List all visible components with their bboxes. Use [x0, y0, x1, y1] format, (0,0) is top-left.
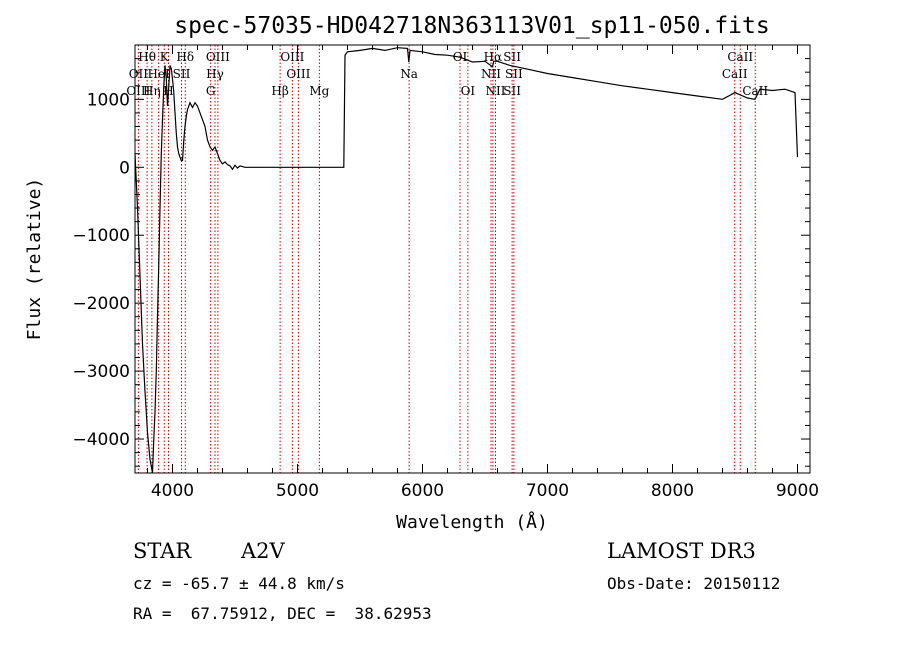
line-label-14: Na — [400, 67, 418, 81]
line-label-22: Hβ — [271, 84, 288, 98]
x-tick-label-4000: 4000 — [151, 481, 194, 501]
line-label-27: CaII — [742, 84, 768, 98]
line-label-9: OII — [129, 67, 149, 81]
line-label-0: Hθ — [138, 50, 156, 64]
coordinates: RA = 67.75912, DEC = 38.62953 — [133, 604, 432, 623]
observation-date: Obs-Date: 20150112 — [607, 574, 781, 593]
x-tick-label-9000: 9000 — [776, 481, 819, 501]
y-tick-label-0: 0 — [119, 158, 130, 178]
line-label-7: SII — [503, 50, 521, 64]
y-tick-label--1000: −1000 — [72, 226, 130, 246]
line-label-11: SII — [173, 67, 191, 81]
chart-title: spec-57035-HD042718N363113V01_sp11-050.f… — [174, 13, 769, 39]
y-tick-label--2000: −2000 — [72, 294, 130, 314]
line-label-6: Hα — [484, 50, 503, 64]
line-label-12: Hγ — [206, 67, 224, 81]
line-label-17: CaII — [722, 67, 748, 81]
x-axis-label: Wavelength (Å) — [396, 511, 548, 533]
axis-ticks: 4000 5000 6000 7000 8000 9000 −4000 −3000 −2000 −… — [72, 44, 819, 501]
line-label-18: OIII — [126, 84, 150, 98]
line-label-15: NII — [481, 67, 501, 81]
line-label-8: CaII — [727, 50, 753, 64]
object-type: STAR — [133, 539, 192, 563]
spectral-line-markers — [137, 45, 756, 473]
line-label-25: NII — [486, 84, 506, 98]
x-tick-label-6000: 6000 — [401, 481, 444, 501]
x-tick-label-8000: 8000 — [651, 481, 694, 501]
x-tick-label-7000: 7000 — [526, 481, 569, 501]
y-axis-label: Flux (relative) — [24, 178, 45, 341]
line-label-16: SII — [505, 67, 523, 81]
plot-frame — [134, 44, 811, 474]
line-label-19: Hη — [143, 84, 161, 98]
redshift-velocity: cz = -65.7 ± 44.8 km/s — [133, 574, 345, 593]
y-tick-label--4000: −4000 — [72, 430, 130, 450]
spectrum-line — [134, 47, 799, 474]
line-label-4: OIII — [280, 50, 304, 64]
y-tick-label-1000: 1000 — [87, 90, 130, 110]
line-label-1: K — [160, 50, 170, 64]
spectral-class: A2V — [241, 539, 285, 563]
line-label-2: Hδ — [176, 50, 194, 64]
survey-name: LAMOST DR3 — [607, 539, 756, 563]
line-label-23: Mg — [309, 84, 329, 98]
y-tick-label--3000: −3000 — [72, 362, 130, 382]
line-label-21: G — [206, 84, 216, 98]
line-label-13: OIII — [286, 67, 310, 81]
line-label-24: OI — [461, 84, 476, 98]
x-tick-label-5000: 5000 — [276, 481, 319, 501]
line-label-26: SII — [503, 84, 521, 98]
line-label-3: OIII — [206, 50, 230, 64]
